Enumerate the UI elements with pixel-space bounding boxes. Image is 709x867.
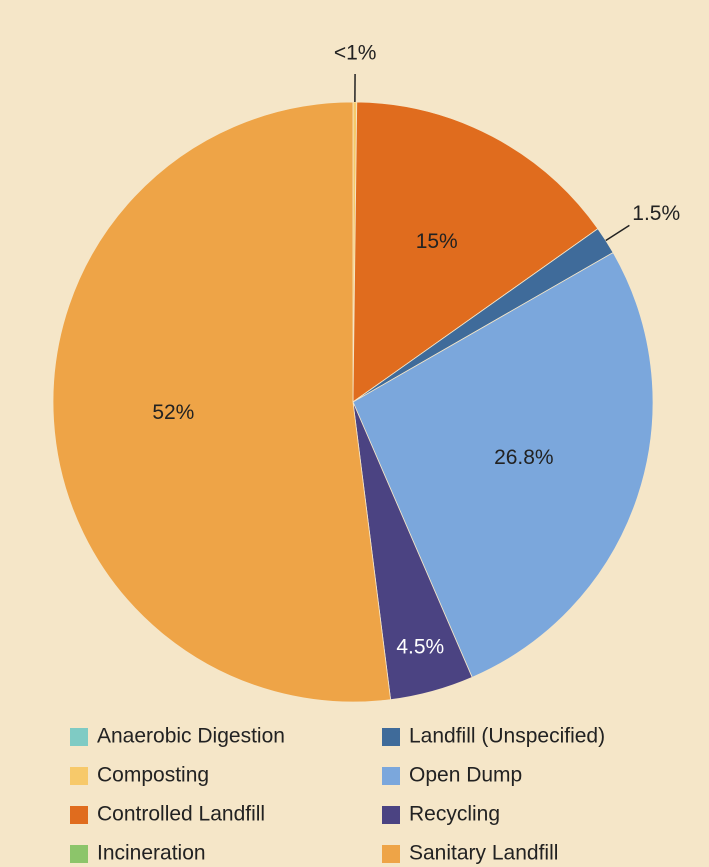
legend-swatch [382, 728, 400, 746]
legend-swatch [382, 767, 400, 785]
legend-label: Composting [97, 764, 209, 787]
leader-line [605, 224, 630, 242]
data-label: 4.5% [396, 636, 444, 659]
legend-label: Landfill (Unspecified) [409, 725, 605, 748]
legend-label: Open Dump [409, 764, 522, 787]
pie-slice [352, 101, 599, 403]
legend-label: Incineration [97, 842, 206, 865]
data-label: 26.8% [494, 446, 554, 469]
data-label: 52% [152, 401, 194, 424]
legend-swatch [70, 806, 88, 824]
legend-swatch [70, 845, 88, 863]
legend-swatch [70, 767, 88, 785]
legend-label: Anaerobic Digestion [97, 725, 285, 748]
pie-slice [352, 251, 654, 678]
legend-label: Recycling [409, 803, 500, 826]
legend-swatch [382, 806, 400, 824]
legend-swatch [70, 728, 88, 746]
data-label: <1% [334, 42, 377, 65]
data-label: 1.5% [632, 202, 680, 225]
legend-swatch [382, 845, 400, 863]
data-label: 15% [416, 230, 458, 253]
legend-label: Controlled Landfill [97, 803, 265, 826]
pie-slice [52, 101, 392, 703]
legend-label: Sanitary Landfill [409, 842, 558, 865]
